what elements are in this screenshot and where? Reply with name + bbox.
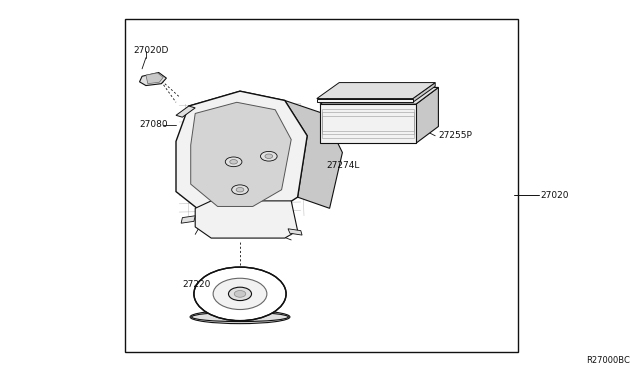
Polygon shape (140, 73, 166, 86)
Polygon shape (176, 106, 195, 117)
Circle shape (232, 185, 248, 195)
Text: R27000BC: R27000BC (586, 356, 630, 365)
Text: 27220: 27220 (182, 280, 211, 289)
Polygon shape (285, 100, 342, 208)
Polygon shape (320, 104, 416, 143)
Circle shape (265, 154, 273, 158)
Polygon shape (195, 201, 298, 238)
Polygon shape (320, 87, 438, 104)
Polygon shape (317, 83, 435, 99)
Polygon shape (288, 229, 302, 235)
Text: 27020: 27020 (541, 191, 570, 200)
Polygon shape (176, 91, 307, 219)
Ellipse shape (191, 312, 289, 321)
Circle shape (225, 157, 242, 167)
Circle shape (194, 267, 286, 321)
Text: 27080: 27080 (140, 120, 168, 129)
Polygon shape (413, 83, 435, 102)
Circle shape (213, 278, 267, 310)
Circle shape (234, 291, 246, 297)
Circle shape (230, 160, 237, 164)
Polygon shape (191, 102, 291, 206)
Circle shape (236, 187, 244, 192)
Text: 27255P: 27255P (438, 131, 472, 140)
Bar (125, 19, 518, 352)
Circle shape (260, 151, 277, 161)
Polygon shape (181, 216, 195, 223)
Polygon shape (189, 91, 285, 115)
Text: 27020D: 27020D (133, 46, 168, 55)
Ellipse shape (190, 310, 290, 324)
Polygon shape (317, 99, 413, 102)
Polygon shape (146, 73, 163, 84)
Circle shape (228, 287, 252, 301)
Text: 27274L: 27274L (326, 161, 360, 170)
Polygon shape (416, 87, 438, 143)
